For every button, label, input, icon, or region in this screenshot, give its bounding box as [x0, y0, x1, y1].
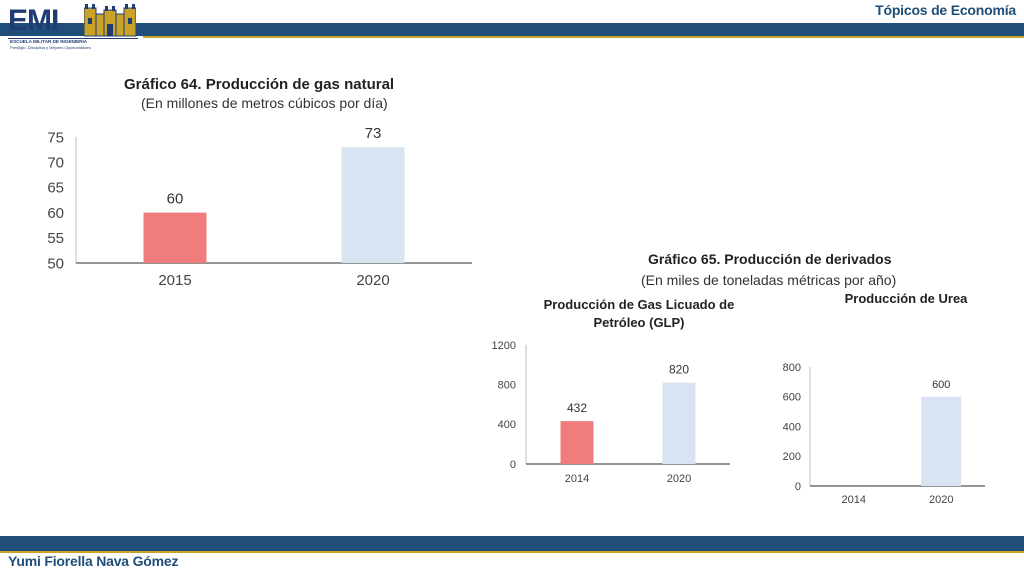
logo-text: EMI — [8, 4, 59, 37]
logo-subtitle: ESCUELA MILITAR DE INGENIERIA — [10, 39, 88, 44]
urea-y-tick-label: 0 — [795, 481, 801, 493]
glp-bar-2020 — [662, 382, 696, 464]
header-bar — [0, 23, 1024, 36]
glp-y-tick-label: 400 — [498, 419, 516, 431]
glp-x-tick-label: 2020 — [667, 473, 691, 485]
header-title: Tópicos de Economía — [875, 2, 1016, 18]
chart64-title: Gráfico 64. Producción de gas natural — [124, 76, 395, 93]
gas-x-tick-label: 2020 — [356, 272, 389, 289]
footer-accent-line — [0, 551, 1024, 553]
glp-data-label-2020: 820 — [669, 363, 689, 377]
chart65-subtitle: (En miles de toneladas métricas por año) — [641, 272, 897, 288]
glp-y-tick-label: 1200 — [492, 340, 516, 352]
logo-divider — [8, 38, 138, 39]
gas-y-tick-label: 75 — [47, 129, 64, 146]
gas-y-tick-label: 70 — [47, 154, 64, 171]
header-accent-line — [143, 36, 1024, 38]
urea-title-line: Producción de Urea — [845, 291, 969, 306]
gas-data-label-2020: 73 — [365, 125, 382, 142]
gas-y-tick-label: 60 — [47, 205, 64, 222]
chart-glp: Producción de Gas Licuado de Petróleo (GL… — [492, 297, 735, 485]
glp-y-tick-label: 0 — [510, 459, 516, 471]
chart-urea: Producción de Urea 0 200 400 600 800 2014 600 20… — [783, 291, 985, 506]
gas-bar-2015 — [143, 212, 207, 263]
glp-x-tick-label: 2014 — [565, 473, 589, 485]
glp-bar-2014 — [560, 421, 594, 464]
chart64-subtitle: (En millones de metros cúbicos por día) — [141, 95, 388, 111]
chart65-title: Gráfico 65. Producción de derivados — [648, 251, 892, 267]
castle-icon — [84, 4, 136, 37]
gas-data-label-2015: 60 — [167, 191, 184, 208]
urea-y-tick-label: 400 — [783, 421, 801, 433]
urea-y-tick-label: 600 — [783, 392, 801, 404]
author-name: Yumi Fiorella Nava Gómez — [8, 553, 179, 569]
chart-gas-natural: 50 55 60 65 70 75 60 2015 73 2020 — [47, 125, 472, 289]
glp-data-label-2014: 432 — [567, 401, 587, 415]
gas-y-tick-label: 55 — [47, 230, 64, 247]
urea-bar-2020 — [921, 396, 962, 486]
logo-motto: Prestigio, Disciplina y Mejores Oportuni… — [10, 45, 91, 50]
urea-x-tick-label: 2014 — [842, 494, 866, 506]
glp-title-line: Producción de Gas Licuado de — [544, 297, 735, 312]
gas-y-tick-label: 65 — [47, 180, 64, 197]
gas-x-tick-label: 2015 — [158, 272, 191, 289]
glp-title-line: Petróleo (GLP) — [593, 315, 684, 330]
urea-y-tick-label: 800 — [783, 362, 801, 374]
footer-bar — [0, 536, 1024, 551]
urea-data-label-2020: 600 — [932, 379, 950, 391]
urea-x-tick-label: 2020 — [929, 494, 953, 506]
gas-y-tick-label: 50 — [47, 255, 64, 272]
emi-logo: EMI ESCUELA MILITAR DE INGENIERIA Presti… — [8, 4, 138, 50]
gas-bar-2020 — [341, 147, 405, 263]
urea-y-tick-label: 200 — [783, 451, 801, 463]
glp-y-tick-label: 800 — [498, 380, 516, 392]
